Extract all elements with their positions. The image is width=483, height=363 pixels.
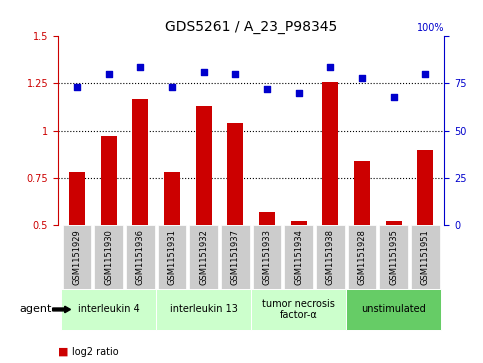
Point [358,75,366,81]
Bar [386,221,401,225]
Text: interleukin 13: interleukin 13 [170,305,238,314]
Text: ■: ■ [58,347,69,357]
Point [136,64,144,69]
Bar [259,212,275,225]
Text: GSM1151936: GSM1151936 [136,229,145,285]
Bar [69,172,85,225]
Text: unstimulated: unstimulated [361,305,426,314]
Bar [417,150,433,225]
Title: GDS5261 / A_23_P98345: GDS5261 / A_23_P98345 [165,20,337,34]
Bar [164,172,180,225]
Text: tumor necrosis
factor-α: tumor necrosis factor-α [262,299,335,320]
Text: GSM1151951: GSM1151951 [421,229,430,285]
Text: GSM1151933: GSM1151933 [262,229,271,285]
Text: GSM1151930: GSM1151930 [104,229,113,285]
Bar [101,136,116,225]
Bar [196,106,212,225]
Point [200,69,208,75]
Text: agent: agent [20,305,52,314]
Point [168,84,176,90]
Text: GSM1151929: GSM1151929 [72,229,82,285]
Text: GSM1151937: GSM1151937 [231,229,240,285]
Text: 100%: 100% [417,23,444,33]
Text: GSM1151932: GSM1151932 [199,229,208,285]
Bar [227,123,243,225]
Bar [354,161,370,225]
Point [295,90,302,96]
Text: GSM1151931: GSM1151931 [168,229,176,285]
Point [422,71,429,77]
Text: log2 ratio: log2 ratio [72,347,119,357]
Bar [323,82,338,225]
Point [390,94,398,99]
Point [231,71,239,77]
Point [73,84,81,90]
Text: GSM1151934: GSM1151934 [294,229,303,285]
Text: interleukin 4: interleukin 4 [78,305,140,314]
Point [105,71,113,77]
Bar [132,99,148,225]
Point [263,86,271,92]
Text: GSM1151935: GSM1151935 [389,229,398,285]
Text: GSM1151938: GSM1151938 [326,229,335,285]
Bar [291,221,307,225]
Point [327,64,334,69]
Text: GSM1151928: GSM1151928 [357,229,367,285]
